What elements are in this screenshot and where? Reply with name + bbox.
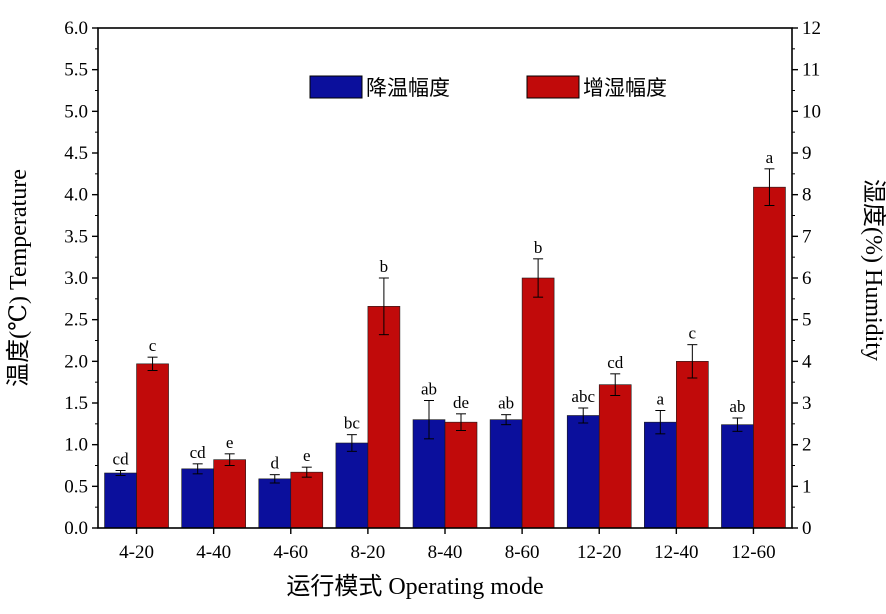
bars-layer (104, 186, 786, 529)
significance-label-cooling-12-20: abc (571, 387, 595, 406)
bar-cooling-12-20 (566, 415, 600, 529)
left-y-tick-label: 2.0 (64, 351, 88, 372)
significance-label-humidification-4-40: e (226, 433, 234, 452)
bar-humidification-4-40 (213, 459, 246, 529)
significance-label-cooling-8-40: ab (421, 380, 437, 399)
right-y-tick-label: 12 (802, 18, 821, 39)
right-y-tick-label: 0 (802, 518, 812, 539)
legend-swatch-humidification (526, 75, 580, 99)
x-tick-label-12-20: 12-20 (577, 542, 621, 563)
x-tick-label-4-20: 4-20 (119, 542, 154, 563)
right-y-axis-title: 湿度(%) Humidity (860, 179, 886, 361)
legend: 降温幅度 增湿幅度 (309, 75, 667, 100)
left-y-tick-label: 1.5 (64, 393, 88, 414)
significance-label-cooling-8-60: ab (498, 394, 514, 413)
error-bars-layer (115, 168, 775, 484)
x-tick-label-4-40: 4-40 (196, 542, 231, 563)
left-y-tick-label: 5.5 (64, 60, 88, 81)
significance-label-cooling-4-60: d (271, 454, 280, 473)
left-y-tick-label: 3.5 (64, 226, 88, 247)
bar-humidification-4-20 (136, 363, 169, 529)
x-tick-label-12-40: 12-40 (654, 542, 698, 563)
bar-humidification-12-40 (676, 361, 709, 529)
significance-label-humidification-8-20: b (380, 257, 389, 276)
legend-label-humidification: 增湿幅度 (583, 76, 667, 100)
bar-humidification-12-60 (753, 186, 786, 529)
legend-swatch-cooling (309, 75, 363, 99)
significance-label-humidification-4-60: e (303, 446, 311, 465)
significance-label-humidification-12-20: cd (607, 353, 624, 372)
bar-humidification-8-40 (444, 421, 478, 529)
x-tick-label-8-40: 8-40 (428, 542, 463, 563)
significance-label-cooling-12-60: ab (729, 397, 745, 416)
bar-cooling-12-60 (721, 424, 754, 529)
left-y-axis: 0.0 0.5 1.0 1.5 2.0 2.5 3.0 3.5 4.0 4.5 5.0 5.5 6.0 (64, 18, 98, 539)
x-tick-label-8-60: 8-60 (505, 542, 540, 563)
significance-label-humidification-8-60: b (534, 238, 543, 257)
right-y-tick-label: 5 (802, 310, 812, 331)
bar-cooling-4-40 (181, 468, 214, 529)
x-axis: 4-20 4-40 4-60 8-20 8-40 8-60 12-20 12-40 12-60 (119, 528, 776, 563)
significance-label-cooling-12-40: a (657, 390, 665, 409)
bar-cooling-4-20 (104, 472, 137, 529)
bar-cooling-4-60 (258, 478, 292, 529)
bar-cooling-12-40 (644, 421, 677, 529)
x-tick-label-4-60: 4-60 (273, 542, 308, 563)
right-y-tick-label: 3 (802, 393, 812, 414)
left-y-tick-label: 3.0 (64, 268, 88, 289)
right-y-tick-label: 4 (802, 351, 812, 372)
significance-label-cooling-4-20: cd (113, 450, 130, 469)
left-y-axis-title: 温度(℃) Temperature (5, 169, 32, 387)
significance-label-cooling-8-20: bc (344, 414, 361, 433)
significance-label-humidification-12-60: a (766, 148, 774, 167)
right-y-tick-label: 7 (802, 226, 812, 247)
left-y-tick-label: 5.0 (64, 101, 88, 122)
bar-humidification-4-60 (290, 471, 324, 529)
left-y-tick-label: 0.5 (64, 476, 88, 497)
bar-cooling-8-20 (335, 442, 369, 529)
x-tick-label-12-60: 12-60 (731, 542, 775, 563)
right-y-tick-label: 11 (802, 60, 820, 81)
significance-label-humidification-4-20: c (149, 336, 157, 355)
right-y-tick-label: 6 (802, 268, 812, 289)
left-y-tick-label: 4.0 (64, 185, 88, 206)
bar-humidification-12-20 (598, 384, 632, 529)
x-tick-label-8-20: 8-20 (350, 542, 385, 563)
right-y-tick-label: 2 (802, 435, 812, 456)
significance-label-cooling-4-40: cd (190, 443, 207, 462)
right-y-tick-label: 1 (802, 476, 812, 497)
left-y-tick-label: 4.5 (64, 143, 88, 164)
x-axis-title: 运行模式 Operating mode (286, 573, 543, 600)
bar-humidification-8-60 (521, 277, 555, 529)
legend-label-cooling: 降温幅度 (366, 76, 450, 100)
right-y-tick-label: 10 (802, 101, 821, 122)
left-y-tick-label: 1.0 (64, 435, 88, 456)
significance-label-humidification-8-40: de (453, 393, 469, 412)
significance-label-humidification-12-40: c (689, 324, 697, 343)
left-y-tick-label: 2.5 (64, 310, 88, 331)
right-y-tick-label: 9 (802, 143, 812, 164)
bar-humidification-8-20 (367, 306, 401, 529)
left-y-tick-label: 0.0 (64, 518, 88, 539)
left-y-tick-label: 6.0 (64, 18, 88, 39)
right-y-tick-label: 8 (802, 185, 812, 206)
bar-cooling-8-60 (489, 419, 523, 529)
